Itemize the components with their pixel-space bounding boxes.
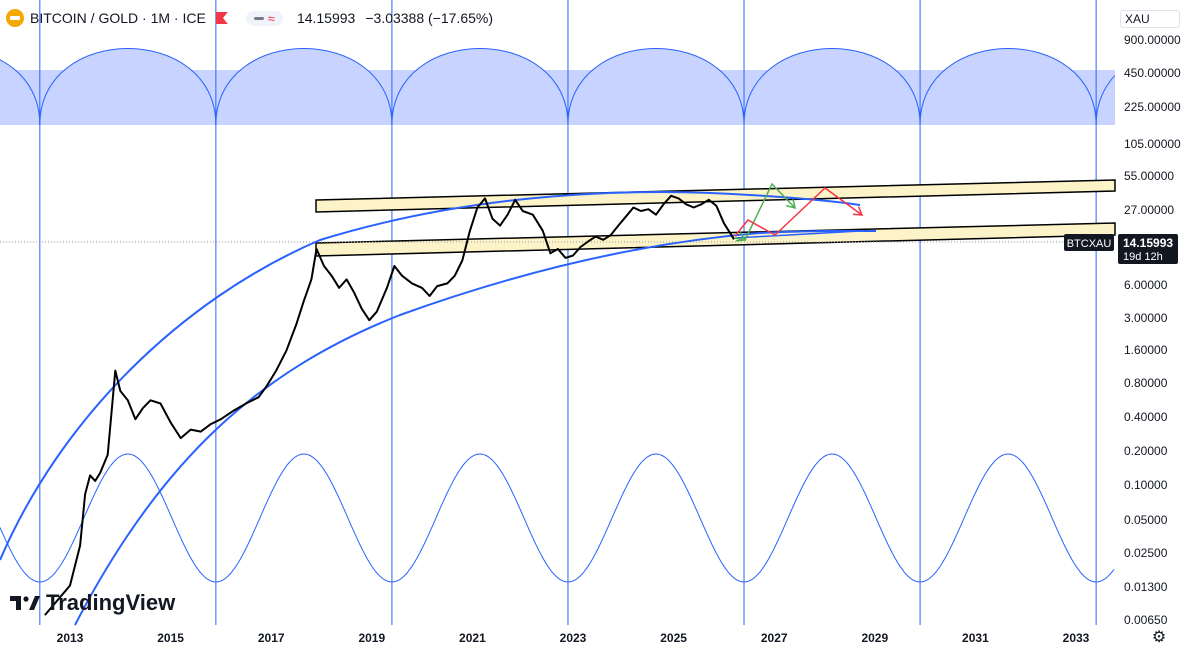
arrowhead [852, 206, 864, 216]
cycle-arch-line [391, 48, 569, 126]
cycle-arch-line [39, 48, 217, 126]
projection-path-blue[interactable] [734, 230, 861, 239]
y-tick-label: 0.40000 [1124, 410, 1168, 424]
legend-toggle-pill[interactable]: ≈ [245, 10, 283, 26]
y-tick-label: 27.00000 [1124, 203, 1174, 217]
x-tick-label: 2029 [861, 631, 888, 645]
upper-channel-band[interactable] [315, 179, 1116, 213]
cycle-arch-fill [920, 48, 1097, 125]
x-tick-label: 2027 [761, 631, 788, 645]
y-tick-label: 900.00000 [1124, 33, 1181, 47]
projection-arrowheads [735, 199, 864, 242]
tradingview-logo-text: TradingView [46, 590, 176, 615]
time-axis[interactable]: 2013 2015 2017 2019 2021 2023 2025 2027 2029 2031… [57, 631, 1090, 645]
price-axis[interactable]: 900.00000 450.00000 225.00000 105.00000 55.0… [1124, 33, 1181, 627]
cycle-arch-fill [1096, 75, 1115, 125]
projection-arrows[interactable] [734, 182, 864, 242]
upper-growth-curve[interactable] [0, 191, 861, 561]
btcxau-price-line[interactable] [44, 194, 735, 616]
y-tick-label: 0.05000 [1124, 513, 1168, 527]
cycle-arch-line [567, 48, 745, 126]
flag-icon[interactable] [215, 12, 228, 24]
symbol-title[interactable]: BITCOIN / GOLD · 1M · ICE [30, 10, 206, 26]
cycle-arch-fill [215, 48, 392, 125]
cycle-arch-line [743, 48, 921, 126]
y-tick-label: 0.80000 [1124, 376, 1168, 390]
cycle-top-layer [0, 48, 1115, 126]
price-tag-countdown: 19d 12h [1123, 251, 1163, 263]
y-tick-label: 3.00000 [1124, 311, 1168, 325]
y-tick-label: 0.02500 [1124, 546, 1168, 560]
y-tick-label: 0.20000 [1124, 444, 1168, 458]
y-tick-label: 1.60000 [1124, 343, 1168, 357]
cycle-arch-fill [391, 48, 568, 125]
arrowhead [786, 199, 797, 210]
tradingview-logo[interactable]: TradingView [10, 590, 175, 616]
header-price: 14.15993 [296, 10, 356, 26]
lower-growth-curve[interactable] [74, 229, 877, 626]
cycle-arch-line [919, 48, 1097, 126]
cycle-sine-wave [0, 453, 1115, 583]
header-change: −3.03388 (−17.65%) [365, 10, 493, 26]
projection-path-green[interactable] [734, 182, 796, 241]
x-tick-label: 2025 [660, 631, 687, 645]
cycle-arch-line [215, 48, 393, 126]
minus-icon[interactable] [253, 16, 264, 20]
projection-path-red[interactable] [734, 187, 863, 237]
cycle-arch-line [1095, 74, 1115, 126]
cycle-bottom-layer [0, 453, 1115, 583]
y-tick-label: 105.00000 [1124, 137, 1181, 151]
x-tick-label: 2015 [157, 631, 184, 645]
price-tag-symbol: BTCXAU [1067, 238, 1112, 250]
currency-label[interactable]: XAU [1120, 10, 1180, 28]
settings-gear-icon[interactable]: ⚙ [1151, 629, 1167, 646]
x-tick-label: 2023 [560, 631, 587, 645]
x-tick-label: 2013 [57, 631, 84, 645]
y-tick-label: 225.00000 [1124, 100, 1181, 114]
x-tick-label: 2033 [1063, 631, 1090, 645]
last-price-tag: BTCXAU 14.15993 19d 12h [1064, 234, 1178, 264]
y-tick-label: 6.00000 [1124, 278, 1168, 292]
cycle-arch-fill [567, 48, 745, 125]
tradingview-logo-icon [10, 596, 40, 610]
y-tick-label: 0.00650 [1124, 613, 1168, 627]
chart-legend-header: BITCOIN / GOLD · 1M · ICE ≈ 14.15993 −3.… [6, 6, 493, 30]
cycle-arch-fill [39, 48, 216, 125]
cycle-arch-fill [0, 59, 40, 125]
wave-icon[interactable]: ≈ [267, 10, 275, 26]
x-tick-label: 2017 [258, 631, 285, 645]
y-tick-label: 0.10000 [1124, 478, 1168, 492]
cycle-arch-line [0, 59, 41, 126]
x-tick-label: 2019 [358, 631, 385, 645]
y-tick-label: 0.01300 [1124, 580, 1168, 594]
log-growth-curves[interactable] [0, 191, 877, 626]
arrowhead [735, 231, 747, 242]
y-tick-label: 450.00000 [1124, 66, 1181, 80]
price-tag-value-bg [1118, 234, 1178, 264]
x-tick-label: 2031 [962, 631, 989, 645]
cycle-vertical-lines [39, 0, 1097, 625]
y-tick-label: 55.00000 [1124, 169, 1174, 183]
price-tag-symbol-bg [1064, 234, 1114, 251]
gold-coin-icon [6, 9, 24, 27]
cycle-arch-fill [744, 48, 921, 125]
price-tag-value: 14.15993 [1123, 236, 1173, 250]
x-tick-label: 2021 [459, 631, 486, 645]
